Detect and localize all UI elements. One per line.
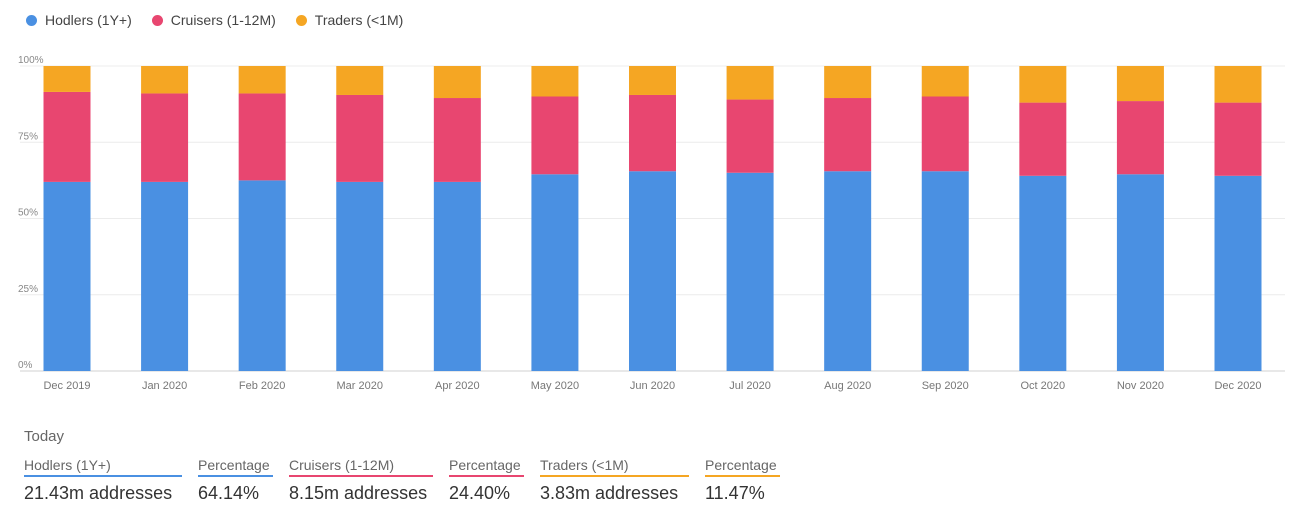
chart-legend: Hodlers (1Y+) Cruisers (1-12M) Traders (… <box>26 12 423 28</box>
bar-segment-hodlers[interactable] <box>824 171 872 371</box>
stat-value: 8.15m addresses <box>289 483 428 503</box>
today-stats: Hodlers (1Y+) 21.43m addresses Percentag… <box>24 457 796 504</box>
bar-segment-hodlers[interactable] <box>726 172 774 371</box>
stat-label: Hodlers (1Y+) <box>24 457 182 477</box>
bar-segment-cruisers[interactable] <box>238 93 286 181</box>
bar-segment-hodlers[interactable] <box>531 174 579 371</box>
y-tick-label: 100% <box>18 55 44 66</box>
today-title: Today <box>24 428 65 445</box>
x-tick-label: Aug 2020 <box>824 380 871 392</box>
y-tick-label: 0% <box>18 360 33 371</box>
legend-item-cruisers[interactable]: Cruisers (1-12M) <box>151 12 276 28</box>
x-tick-label: Dec 2020 <box>1214 380 1261 392</box>
bar-segment-hodlers[interactable] <box>1019 175 1067 371</box>
bar-segment-traders[interactable] <box>1214 66 1262 103</box>
bar-segment-cruisers[interactable] <box>336 94 384 182</box>
bar-segment-hodlers[interactable] <box>336 181 384 371</box>
bar-segment-cruisers[interactable] <box>43 91 91 182</box>
bar-segment-cruisers[interactable] <box>141 93 189 182</box>
x-tick-label: Dec 2019 <box>43 380 90 392</box>
bar-segment-cruisers[interactable] <box>1019 102 1067 176</box>
stat-label: Cruisers (1-12M) <box>289 457 433 477</box>
x-tick-label: Sep 2020 <box>922 380 969 392</box>
stat-label: Traders (<1M) <box>540 457 689 477</box>
bar-segment-cruisers[interactable] <box>1214 102 1262 176</box>
x-tick-label: Feb 2020 <box>239 380 285 392</box>
bar-segment-traders[interactable] <box>921 66 969 97</box>
x-tick-label: Apr 2020 <box>435 380 480 392</box>
bar-segment-traders[interactable] <box>1116 66 1164 102</box>
y-tick-label: 75% <box>18 131 38 142</box>
bar-segment-hodlers[interactable] <box>629 171 676 371</box>
x-tick-label: Jul 2020 <box>729 380 771 392</box>
stat-label: Percentage <box>449 457 524 477</box>
stat-hodlers-count: Hodlers (1Y+) 21.43m addresses <box>24 457 182 504</box>
bar-segment-cruisers[interactable] <box>1116 101 1164 175</box>
x-tick-label: Mar 2020 <box>337 380 383 392</box>
x-tick-label: Oct 2020 <box>1021 380 1066 392</box>
bar-segment-traders[interactable] <box>726 66 774 100</box>
legend-label-traders: Traders (<1M) <box>314 12 404 28</box>
bar-segment-cruisers[interactable] <box>629 94 676 172</box>
x-tick-label: May 2020 <box>531 380 579 392</box>
stat-cruisers-percentage: Percentage 24.40% <box>449 457 524 504</box>
legend-dot-traders <box>295 14 307 26</box>
legend-label-cruisers: Cruisers (1-12M) <box>170 12 276 28</box>
y-tick-label: 25% <box>18 284 38 295</box>
stat-value: 21.43m addresses <box>24 483 173 503</box>
bar-segment-hodlers[interactable] <box>1214 175 1262 371</box>
legend-item-traders[interactable]: Traders (<1M) <box>295 12 404 28</box>
bar-segment-traders[interactable] <box>141 66 189 94</box>
stat-hodlers-percentage: Percentage 64.14% <box>198 457 273 504</box>
legend-item-hodlers[interactable]: Hodlers (1Y+) <box>26 12 132 28</box>
legend-label-hodlers: Hodlers (1Y+) <box>45 12 132 28</box>
legend-dot-hodlers <box>26 14 37 26</box>
x-tick-label: Jan 2020 <box>142 380 187 392</box>
bar-segment-traders[interactable] <box>238 66 286 94</box>
bar-segment-cruisers[interactable] <box>531 96 579 175</box>
stat-value: 24.40% <box>449 483 511 503</box>
bar-segment-hodlers[interactable] <box>1116 174 1164 371</box>
bar-segment-traders[interactable] <box>629 66 676 95</box>
stat-value: 64.14% <box>198 483 260 503</box>
bar-segment-traders[interactable] <box>336 66 384 95</box>
stat-label: Percentage <box>198 457 273 477</box>
bar-segment-hodlers[interactable] <box>43 181 91 371</box>
bar-segment-traders[interactable] <box>824 66 872 99</box>
bar-segment-cruisers[interactable] <box>921 96 969 172</box>
stacked-bar-chart: 0% 25% 50% 75% 100% Dec 2019 Jan 2020 Feb 2020 M… <box>18 55 1285 392</box>
bar-segment-cruisers[interactable] <box>824 98 872 172</box>
bar-segment-hodlers[interactable] <box>433 181 481 371</box>
bar-segment-hodlers[interactable] <box>238 180 286 371</box>
stat-traders-count: Traders (<1M) 3.83m addresses <box>540 457 689 504</box>
bar-segment-traders[interactable] <box>1019 66 1067 103</box>
stat-label: Percentage <box>705 457 780 477</box>
bar-segment-hodlers[interactable] <box>141 181 189 371</box>
bar-segment-traders[interactable] <box>433 66 481 99</box>
x-tick-label: Jun 2020 <box>630 380 675 392</box>
bar-segment-cruisers[interactable] <box>726 99 774 173</box>
legend-dot-cruisers <box>151 14 163 26</box>
bar-segment-cruisers[interactable] <box>433 98 481 182</box>
stat-cruisers-count: Cruisers (1-12M) 8.15m addresses <box>289 457 433 504</box>
bar-segment-hodlers[interactable] <box>921 171 969 371</box>
stat-value: 3.83m addresses <box>540 483 679 503</box>
y-tick-label: 50% <box>18 208 38 219</box>
bar-segment-traders[interactable] <box>43 66 91 92</box>
bar-segment-traders[interactable] <box>531 66 579 97</box>
stat-traders-percentage: Percentage 11.47% <box>705 457 780 504</box>
stat-value: 11.47% <box>705 483 765 503</box>
x-tick-label: Nov 2020 <box>1117 380 1164 392</box>
